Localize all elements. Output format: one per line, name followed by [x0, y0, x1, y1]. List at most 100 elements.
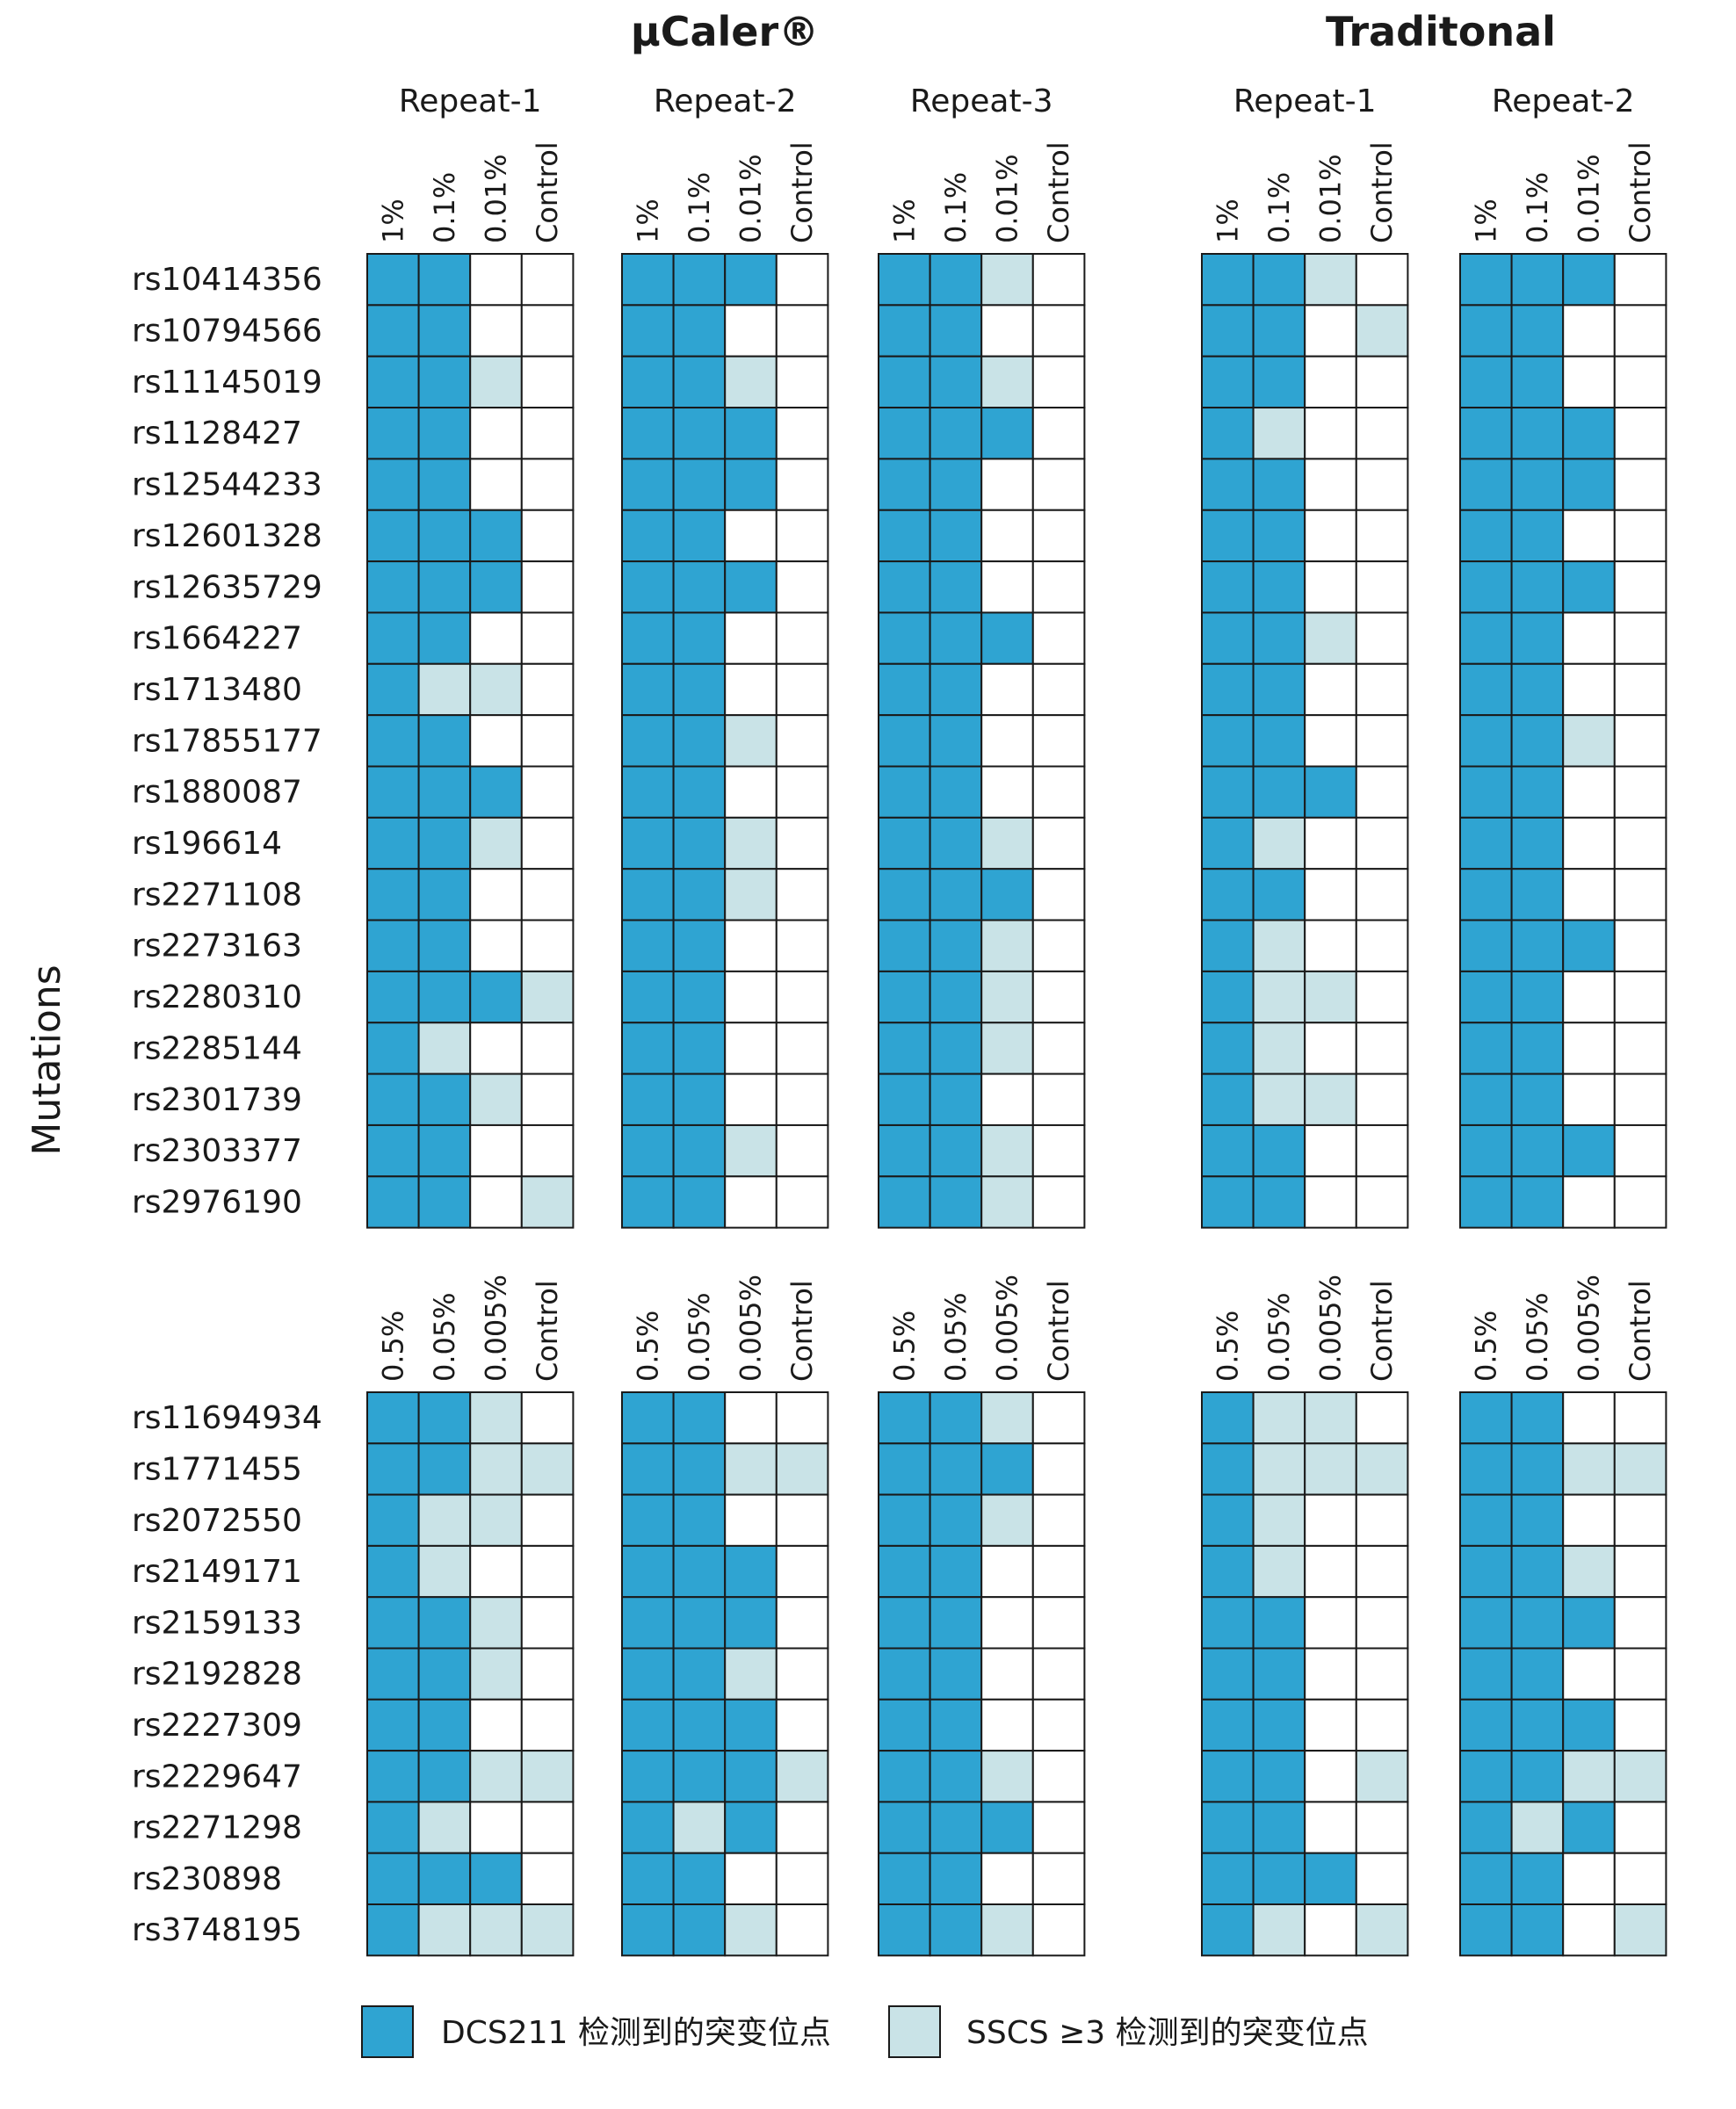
heatmap-cell — [672, 611, 727, 665]
column-label-control: Control — [785, 141, 819, 243]
heatmap-cell — [1201, 611, 1255, 665]
column-label-0-01: 0.01% — [991, 154, 1024, 243]
heatmap-cell — [1031, 1442, 1086, 1496]
heatmap-cell — [775, 407, 829, 460]
heatmap-cell — [1510, 1493, 1565, 1547]
heatmap-cell — [1304, 1391, 1357, 1445]
heatmap-cell — [1304, 1750, 1357, 1803]
heatmap-cell — [878, 662, 931, 717]
heatmap-cell — [366, 919, 420, 972]
heatmap-cell — [980, 509, 1034, 563]
heatmap-cell — [1201, 714, 1255, 768]
heatmap-cell — [469, 253, 523, 307]
heatmap-cell — [1031, 611, 1086, 665]
heatmap-cell — [1031, 509, 1086, 563]
heatmap-cell — [417, 1647, 472, 1701]
heatmap-cell — [878, 1647, 931, 1701]
heatmap-cell — [1252, 1750, 1306, 1803]
heatmap-cell — [980, 1903, 1034, 1957]
heatmap-cell — [366, 714, 420, 768]
heatmap-cell — [366, 611, 420, 665]
heatmap-cell — [1031, 1022, 1086, 1075]
heatmap-cell — [775, 1442, 829, 1496]
heatmap-cell — [1510, 1903, 1565, 1957]
heatmap-cell — [1459, 714, 1513, 768]
heatmap-cell — [1510, 1391, 1565, 1445]
heatmap-cell — [878, 1391, 931, 1445]
heatmap-cell — [1613, 560, 1667, 614]
row-label-rs2303377: rs2303377 — [132, 1133, 302, 1169]
heatmap-cell — [417, 560, 472, 614]
row-label-rs2229647: rs2229647 — [132, 1759, 302, 1795]
heatmap-cell — [1252, 1698, 1306, 1752]
heatmap-cell — [621, 407, 675, 460]
heatmap-cell — [929, 407, 983, 460]
heatmap-cell — [724, 1123, 778, 1178]
heatmap-cell — [1031, 1596, 1086, 1650]
heatmap-cell — [724, 1175, 778, 1229]
heatmap-cell — [417, 1852, 472, 1905]
heatmap-cell — [929, 355, 983, 409]
heatmap-cell — [621, 970, 675, 1024]
heatmap-cell — [621, 1596, 675, 1650]
heatmap-cell — [1355, 1442, 1409, 1496]
heatmap-cell — [1031, 765, 1086, 819]
heatmap-cell — [929, 868, 983, 921]
heatmap-cell — [621, 714, 675, 768]
column-label-0-005: 0.005% — [991, 1275, 1024, 1382]
heatmap-cell — [878, 1123, 931, 1178]
heatmap-cell — [366, 1442, 420, 1496]
heatmap-cell — [724, 1391, 778, 1445]
heatmap-cell — [366, 1647, 420, 1701]
heatmap-cell — [1201, 560, 1255, 614]
heatmap-cell — [621, 662, 675, 717]
heatmap-cell — [1355, 816, 1409, 870]
heatmap-cell — [724, 919, 778, 972]
heatmap-cell — [1201, 816, 1255, 870]
heatmap-cell — [1201, 1073, 1255, 1126]
legend-item-1: DCS211 检测到的突变位点 — [361, 2005, 831, 2058]
column-label-0-005: 0.005% — [734, 1275, 768, 1382]
heatmap-cell — [1031, 407, 1086, 460]
heatmap-cell — [1252, 765, 1306, 819]
heatmap-cell — [469, 970, 523, 1024]
heatmap-cell — [1613, 611, 1667, 665]
heatmap-cell — [1459, 868, 1513, 921]
heatmap-cell — [417, 458, 472, 511]
repeat-label: Repeat-2 — [1492, 83, 1635, 119]
heatmap-cell — [1562, 1073, 1616, 1126]
heatmap-cell — [1201, 919, 1255, 972]
heatmap-cell — [980, 611, 1034, 665]
heatmap-cell — [520, 1391, 575, 1445]
heatmap-cell — [1031, 1391, 1086, 1445]
heatmap-cell — [366, 1750, 420, 1803]
heatmap-cell — [1562, 970, 1616, 1024]
heatmap-cell — [878, 1544, 931, 1599]
heatmap-cell — [672, 1750, 727, 1803]
heatmap-cell — [366, 816, 420, 870]
heatmap-cell — [1201, 1596, 1255, 1650]
heatmap-cell — [672, 1391, 727, 1445]
heatmap-cell — [520, 868, 575, 921]
heatmap-cell — [878, 970, 931, 1024]
heatmap-cell — [1304, 611, 1357, 665]
heatmap-cell — [1459, 1750, 1513, 1803]
row-label-rs17855177: rs17855177 — [132, 723, 322, 759]
heatmap-cell — [1201, 662, 1255, 717]
heatmap-cell — [1201, 1493, 1255, 1547]
heatmap-cell — [621, 1903, 675, 1957]
heatmap-cell — [1459, 1852, 1513, 1905]
heatmap-cell — [1510, 1801, 1565, 1854]
heatmap-cell — [469, 662, 523, 717]
heatmap-cell — [929, 304, 983, 358]
heatmap-cell — [366, 355, 420, 409]
heatmap-cell — [520, 458, 575, 511]
heatmap-cell — [366, 1123, 420, 1178]
heatmap-cell — [724, 611, 778, 665]
heatmap-cell — [980, 1852, 1034, 1905]
heatmap-cell — [417, 1175, 472, 1229]
heatmap-cell — [1459, 253, 1513, 307]
heatmap-cell — [672, 1698, 727, 1752]
heatmap-cell — [366, 407, 420, 460]
heatmap-cell — [1031, 1544, 1086, 1599]
